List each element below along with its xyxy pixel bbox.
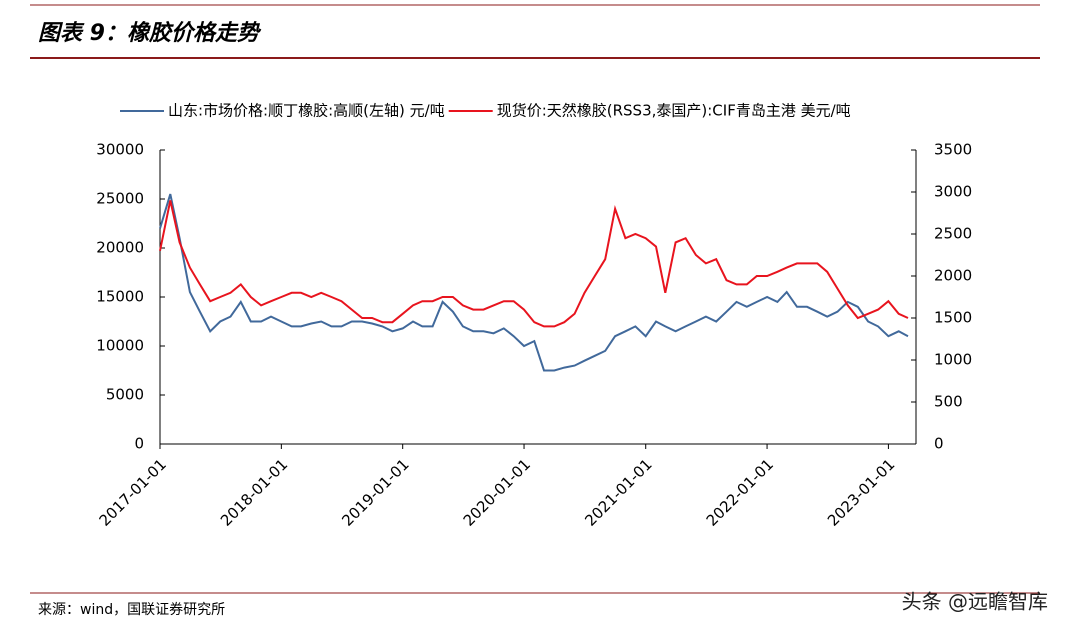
y-tick-label: 15000 [96,288,144,306]
x-tick-label: 2018-01-01 [217,455,291,529]
source-note: 来源：wind，国联证券研究所 [38,602,225,618]
y2-tick-label: 1000 [934,351,972,369]
watermark: 头条 @远瞻智库 [902,590,1048,614]
y2-tick-label: 3000 [934,183,972,201]
series-line [159,193,909,372]
legend-label: 山东:市场价格:顺丁橡胶:高顺(左轴) 元/吨 [168,102,445,120]
y-tick-label: 10000 [96,337,144,355]
y-tick-label: 25000 [96,190,144,208]
y2-tick-label: 3500 [934,141,972,159]
y2-tick-label: 500 [934,393,963,411]
x-tick-label: 2019-01-01 [338,455,412,529]
y2-tick-label: 2500 [934,225,972,243]
y-tick-label: 30000 [96,141,144,159]
y-tick-label: 0 [134,435,144,453]
x-tick-label: 2020-01-01 [460,455,534,529]
y2-tick-label: 0 [934,435,944,453]
x-tick-label: 2017-01-01 [96,455,170,529]
legend-label: 现货价:天然橡胶(RSS3,泰国产):CIF青岛主港 美元/吨 [497,102,851,120]
y2-tick-label: 2000 [934,267,972,285]
y-tick-label: 20000 [96,239,144,257]
x-tick-label: 2023-01-01 [824,455,898,529]
y2-tick-label: 1500 [934,309,972,327]
series-line [159,200,909,328]
y-tick-label: 5000 [106,386,144,404]
x-tick-label: 2021-01-01 [581,455,655,529]
x-tick-label: 2022-01-01 [703,455,777,529]
page-title: 图表 9：橡胶价格走势 [38,20,262,46]
